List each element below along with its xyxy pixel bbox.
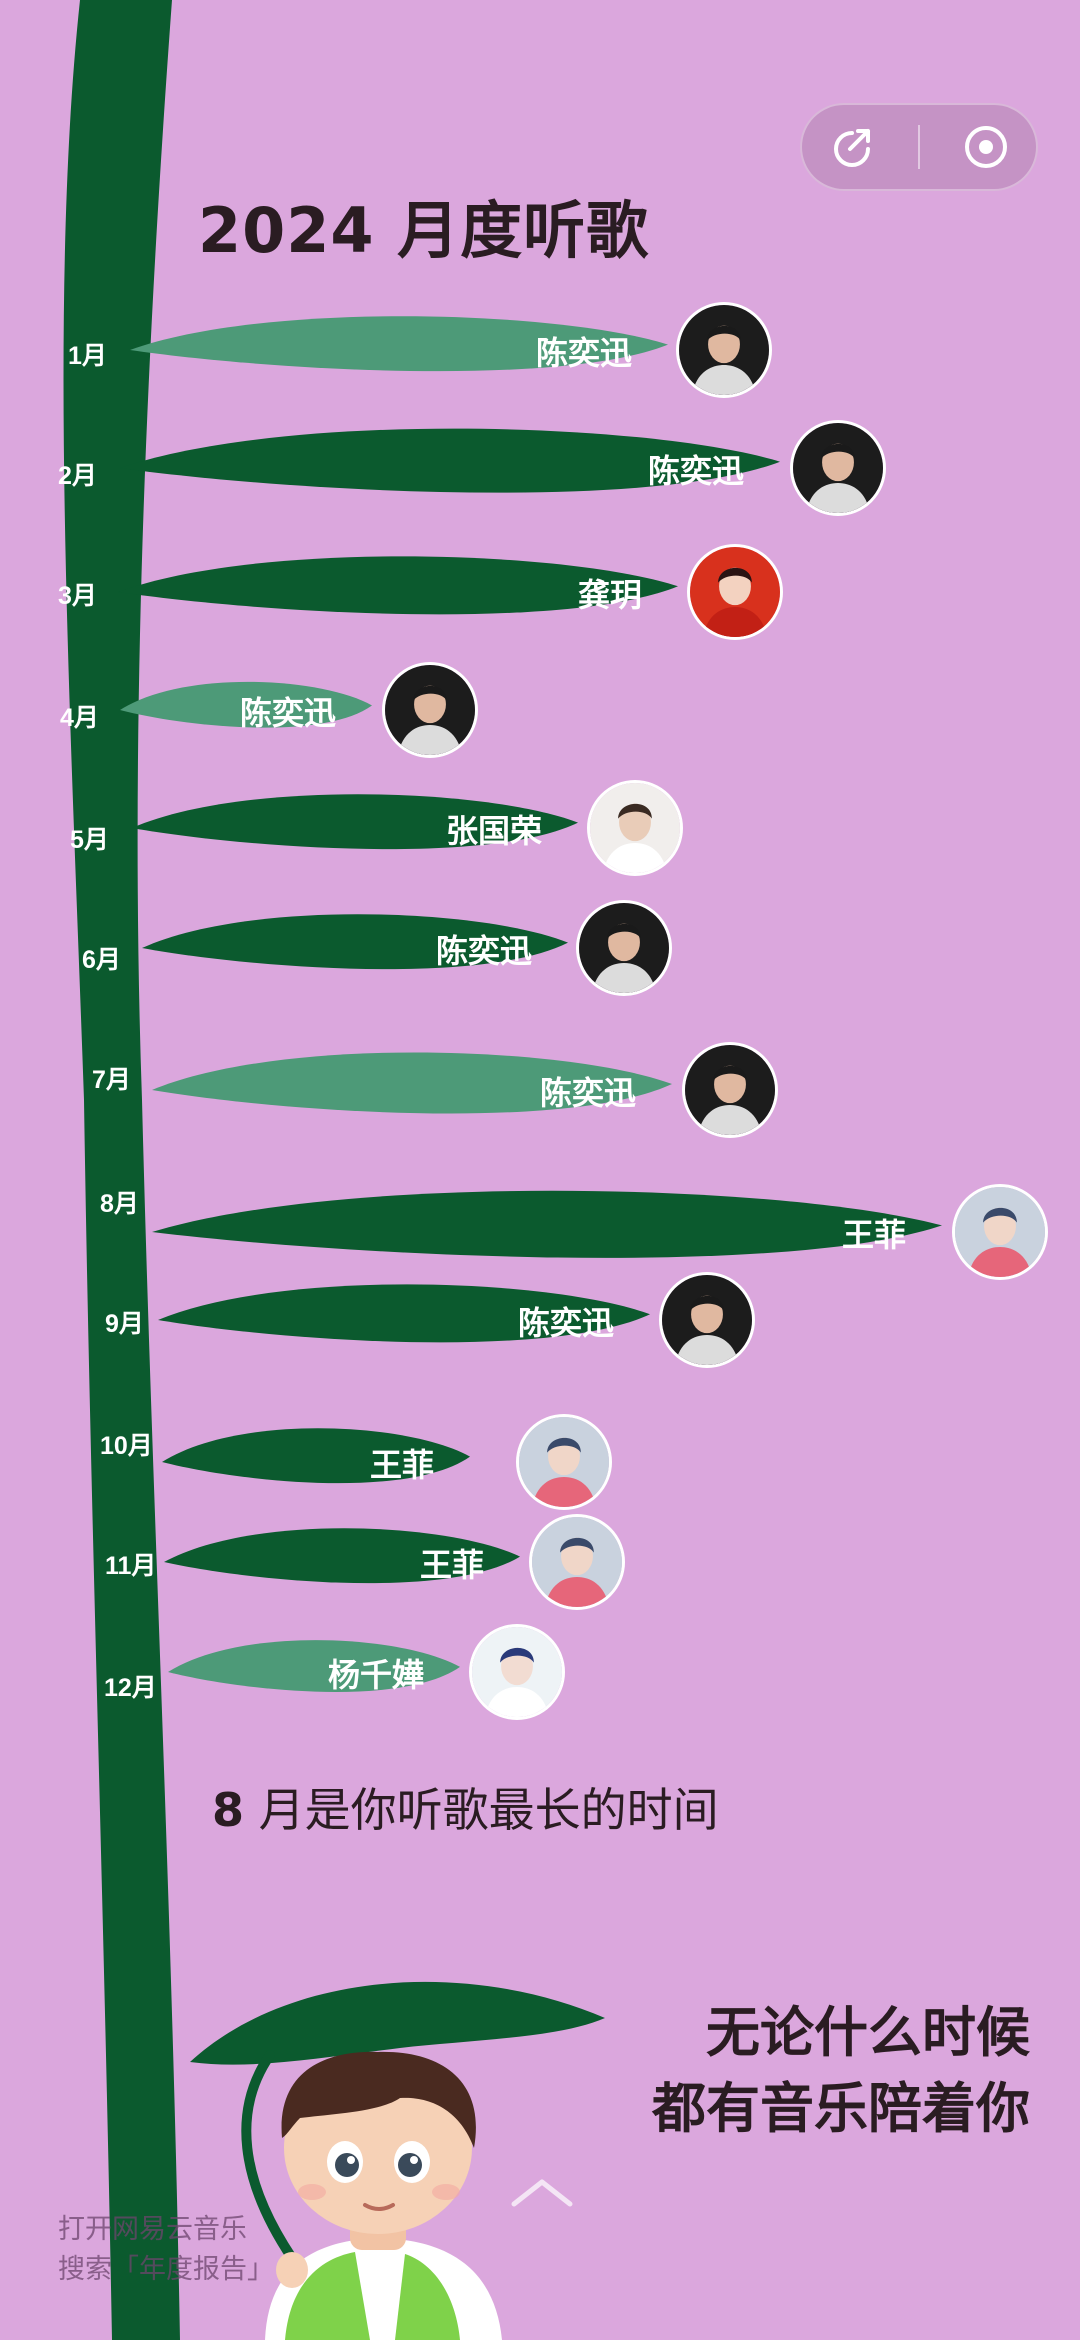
footer-line-1: 打开网易云音乐 <box>58 2214 247 2245</box>
month-leaf <box>152 1052 672 1114</box>
artist-avatar[interactable] <box>587 780 683 876</box>
umbrella-leaf <box>190 1981 605 2065</box>
month-leaf <box>168 1640 460 1692</box>
pill-divider <box>917 125 920 169</box>
month-label: 10月 <box>100 1432 153 1460</box>
month-label: 5月 <box>70 826 109 854</box>
footer-note: 打开网易云音乐 搜索「年度报告」 <box>58 2210 274 2290</box>
artist-name: 龚玥 <box>577 576 642 614</box>
artist-avatar[interactable] <box>682 1042 778 1138</box>
swipe-up-icon[interactable] <box>508 2172 576 2212</box>
month-leaf <box>152 1190 942 1258</box>
month-leaf <box>120 428 780 493</box>
month-label: 2月 <box>58 462 97 490</box>
month-label: 11月 <box>105 1552 157 1580</box>
month-label: 9月 <box>105 1310 144 1338</box>
artist-name: 王菲 <box>841 1216 906 1254</box>
footer-line-2: 搜索「年度报告」 <box>58 2254 274 2285</box>
artist-avatar[interactable] <box>516 1414 612 1510</box>
artist-name: 陈奕迅 <box>539 1074 636 1112</box>
artist-avatar[interactable] <box>676 302 772 398</box>
closing-message: 无论什么时候 都有音乐陪着你 <box>652 1995 1030 2147</box>
top-actions-pill <box>800 103 1038 191</box>
month-leaf <box>120 681 372 728</box>
month-label: 7月 <box>92 1066 131 1094</box>
month-leaf <box>132 794 578 850</box>
artist-name: 杨千嬅 <box>327 1656 424 1694</box>
artist-name: 王菲 <box>419 1546 484 1584</box>
artist-avatar[interactable] <box>659 1272 755 1368</box>
close-button[interactable] <box>951 112 1021 182</box>
artist-avatar[interactable] <box>576 900 672 996</box>
share-icon <box>834 129 871 167</box>
month-leaf <box>118 556 678 615</box>
target-close-icon <box>964 126 1007 168</box>
month-label: 1月 <box>68 342 107 370</box>
month-leaf <box>158 1284 650 1343</box>
artist-avatar[interactable] <box>529 1514 625 1610</box>
summary-month: 8 <box>212 1783 245 1837</box>
closing-line-1: 无论什么时候 <box>706 2001 1030 2064</box>
month-label: 8月 <box>100 1190 139 1218</box>
cartoon-character <box>265 2051 502 2340</box>
month-leaf <box>162 1428 470 1484</box>
artist-avatar[interactable] <box>952 1184 1048 1280</box>
artist-avatar[interactable] <box>687 544 783 640</box>
month-label: 3月 <box>58 582 97 610</box>
umbrella-stalk <box>241 2050 297 2263</box>
share-button[interactable] <box>817 112 887 182</box>
month-label: 4月 <box>60 704 99 732</box>
plant-stem <box>63 0 180 2340</box>
month-label: 6月 <box>82 946 121 974</box>
artist-name: 陈奕迅 <box>647 452 744 490</box>
month-label: 12月 <box>104 1674 157 1702</box>
month-leaf <box>142 914 568 970</box>
summary-text: 8 月是你听歌最长的时间 <box>212 1774 719 1840</box>
artist-name: 陈奕迅 <box>535 334 632 372</box>
artist-name: 王菲 <box>369 1446 434 1484</box>
artist-avatar[interactable] <box>790 420 886 516</box>
artist-name: 张国荣 <box>445 812 542 850</box>
month-leaf <box>130 316 668 372</box>
artist-avatar[interactable] <box>469 1624 565 1720</box>
artist-name: 陈奕迅 <box>239 694 336 732</box>
closing-line-2: 都有音乐陪着你 <box>652 2077 1030 2140</box>
page-title: 2024 月度听歌 <box>198 194 650 267</box>
artist-name: 陈奕迅 <box>435 932 532 970</box>
summary-rest: 月是你听歌最长的时间 <box>244 1783 719 1837</box>
month-leaf <box>164 1528 520 1584</box>
artist-avatar[interactable] <box>382 662 478 758</box>
artist-name: 陈奕迅 <box>517 1304 614 1342</box>
